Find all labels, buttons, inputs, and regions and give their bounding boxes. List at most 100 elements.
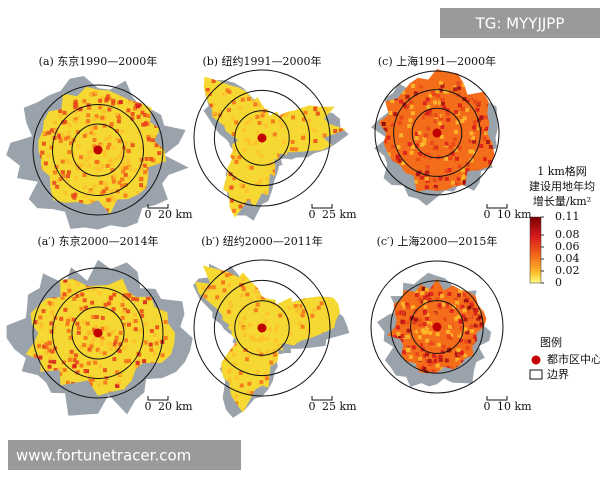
growth-cell [423, 295, 427, 300]
growth-cell [221, 269, 225, 274]
growth-cell [62, 110, 67, 115]
growth-cell [450, 172, 455, 177]
color-tick-label: 0.08 [555, 228, 580, 241]
growth-cell [242, 316, 247, 321]
growth-cell [72, 296, 77, 301]
growth-cell [477, 308, 482, 313]
watermark-box [440, 8, 600, 38]
growth-cell [414, 136, 419, 141]
growth-cell [337, 351, 340, 356]
growth-cell [259, 154, 264, 159]
growth-cell [323, 374, 328, 379]
growth-cell [102, 351, 107, 356]
growth-cell [395, 325, 400, 330]
growth-cell [234, 120, 239, 125]
growth-cell [279, 374, 284, 379]
growth-cell [472, 307, 476, 312]
growth-cell [99, 144, 104, 149]
growth-cell [231, 100, 236, 105]
growth-cell [282, 255, 286, 259]
growth-cell [279, 206, 284, 211]
growth-cell [92, 138, 97, 142]
growth-cell [318, 179, 323, 184]
growth-cell [112, 357, 117, 362]
growth-cell [65, 380, 70, 385]
growth-cell [259, 338, 264, 343]
growth-cell [50, 349, 55, 354]
growth-cell [401, 350, 406, 355]
growth-cell [463, 302, 468, 307]
growth-cell [228, 304, 233, 309]
growth-cell [255, 130, 260, 135]
growth-cell [89, 127, 94, 132]
growth-cell [299, 84, 304, 89]
growth-cell [79, 345, 84, 350]
watermark: TG: MYYJJPP [475, 15, 565, 33]
growth-cell [120, 129, 125, 134]
growth-cell [461, 174, 466, 179]
growth-cell [208, 152, 213, 157]
growth-cell [58, 139, 63, 143]
buffer-ring [370, 260, 504, 394]
growth-cell [296, 84, 301, 89]
growth-cell [405, 94, 410, 99]
growth-cell [201, 350, 206, 355]
growth-cell [55, 184, 60, 189]
growth-cell [272, 132, 277, 137]
growth-cell [406, 328, 411, 333]
growth-cell [124, 338, 128, 343]
growth-cell [66, 135, 71, 140]
growth-cell [418, 356, 422, 361]
growth-cell [75, 130, 80, 134]
growth-cell [118, 100, 123, 105]
growth-cell [310, 313, 315, 318]
growth-cell [472, 120, 477, 125]
growth-cell [415, 131, 420, 136]
growth-cell [425, 170, 430, 175]
growth-cell [421, 286, 426, 291]
growth-cell [471, 136, 475, 141]
growth-cell [48, 356, 53, 361]
growth-cell [277, 343, 282, 347]
growth-cell [201, 326, 206, 330]
growth-cell [468, 314, 473, 318]
growth-cell [227, 283, 231, 287]
growth-cell [229, 185, 234, 190]
growth-cell [297, 360, 302, 364]
growth-cell [142, 359, 147, 364]
growth-cell [53, 368, 58, 372]
growth-cell [463, 339, 468, 344]
center-marker [93, 328, 103, 338]
growth-cell [39, 321, 44, 326]
growth-cell [414, 290, 419, 295]
growth-cell [66, 174, 70, 179]
growth-cell [52, 120, 57, 125]
growth-cell [252, 403, 257, 408]
growth-cell [126, 309, 131, 314]
growth-cell [260, 113, 265, 118]
growth-cell [443, 162, 448, 167]
growth-cell [67, 123, 72, 128]
growth-cell [242, 147, 247, 152]
growth-cell [203, 294, 208, 299]
buffer-ring [411, 107, 463, 159]
growth-cell [420, 291, 425, 296]
growth-cell [461, 346, 466, 351]
growth-cell [408, 355, 413, 359]
growth-cell [109, 124, 113, 128]
growth-cell [98, 105, 103, 110]
growth-cell [87, 163, 92, 168]
growth-cell [428, 330, 433, 335]
growth-cell [219, 177, 224, 181]
growth-cell [58, 372, 63, 377]
growth-cell [92, 183, 97, 188]
growth-cell [63, 136, 68, 141]
buffer-ring [374, 70, 500, 196]
growth-cell [136, 114, 141, 119]
growth-cell [227, 89, 232, 94]
growth-cell [292, 159, 297, 164]
growth-cell [82, 298, 87, 303]
growth-cell [240, 283, 245, 288]
growth-cell [440, 114, 445, 119]
growth-cell [440, 125, 445, 129]
